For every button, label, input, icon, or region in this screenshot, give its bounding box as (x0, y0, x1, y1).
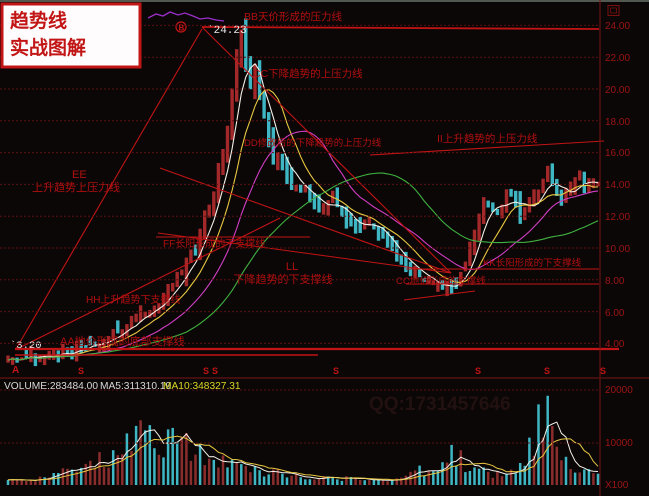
svg-text:EE: EE (72, 169, 87, 181)
svg-text:CC地价形成的支撑线: CC地价形成的支撑线 (396, 275, 486, 287)
svg-text:DD修改后的下降趋势的上压力线: DD修改后的下降趋势的上压力线 (244, 137, 382, 149)
svg-text:A: A (12, 365, 19, 376)
svg-text:上升趋势上压力线: 上升趋势上压力线 (32, 180, 120, 194)
svg-text:24.00: 24.00 (605, 21, 630, 32)
svg-text:20000: 20000 (605, 385, 633, 396)
svg-text:II上升趋势的上压力线: II上升趋势的上压力线 (437, 132, 538, 145)
svg-text:12.00: 12.00 (605, 212, 630, 223)
svg-text:下降趋势的下支撑线: 下降趋势的下支撑线 (234, 272, 333, 286)
svg-text:S: S (212, 366, 218, 376)
svg-text:S: S (475, 366, 481, 376)
svg-text:4.00: 4.00 (605, 339, 625, 350)
svg-text:MA5:311310.19: MA5:311310.19 (100, 381, 172, 392)
svg-text:`24.23: `24.23 (207, 24, 247, 37)
svg-text:20.00: 20.00 (605, 85, 630, 96)
svg-text:AA地价形成的底部支撑线: AA地价形成的底部支撑线 (60, 334, 185, 348)
svg-text:S: S (78, 366, 84, 376)
svg-text:S: S (600, 366, 606, 376)
svg-text:18.00: 18.00 (605, 117, 630, 128)
svg-text:MA10:348327.31: MA10:348327.31 (163, 381, 241, 392)
svg-text:22.00: 22.00 (605, 53, 630, 64)
svg-text:16.00: 16.00 (605, 148, 630, 159)
svg-text:趋势线: 趋势线 (10, 9, 67, 32)
svg-text:10000: 10000 (605, 438, 633, 449)
svg-text:6.00: 6.00 (605, 308, 625, 319)
svg-text:X100: X100 (605, 480, 629, 491)
svg-text:KK长阳形成的下支撑线: KK长阳形成的下支撑线 (483, 257, 582, 269)
svg-text:14.00: 14.00 (605, 180, 630, 191)
svg-text:S: S (333, 366, 339, 376)
svg-text:S: S (544, 366, 550, 376)
svg-text:BB天价形成的压力线: BB天价形成的压力线 (244, 10, 343, 23)
svg-text:VOLUME:283484.00: VOLUME:283484.00 (4, 381, 98, 392)
svg-text:`3.20: `3.20 (10, 339, 42, 352)
svg-text:8.00: 8.00 (605, 276, 625, 287)
svg-text:QQ:1731457646: QQ:1731457646 (369, 394, 511, 415)
svg-text:HH上升趋势下支撑线: HH上升趋势下支撑线 (86, 293, 180, 306)
svg-text:B: B (179, 24, 185, 33)
svg-text:实战图解: 实战图解 (10, 36, 86, 59)
svg-text:LL: LL (286, 261, 298, 273)
svg-text:CC下降趋势的上压力线: CC下降趋势的上压力线 (253, 67, 363, 80)
svg-text:10.00: 10.00 (605, 244, 630, 255)
svg-text:S: S (203, 366, 209, 376)
